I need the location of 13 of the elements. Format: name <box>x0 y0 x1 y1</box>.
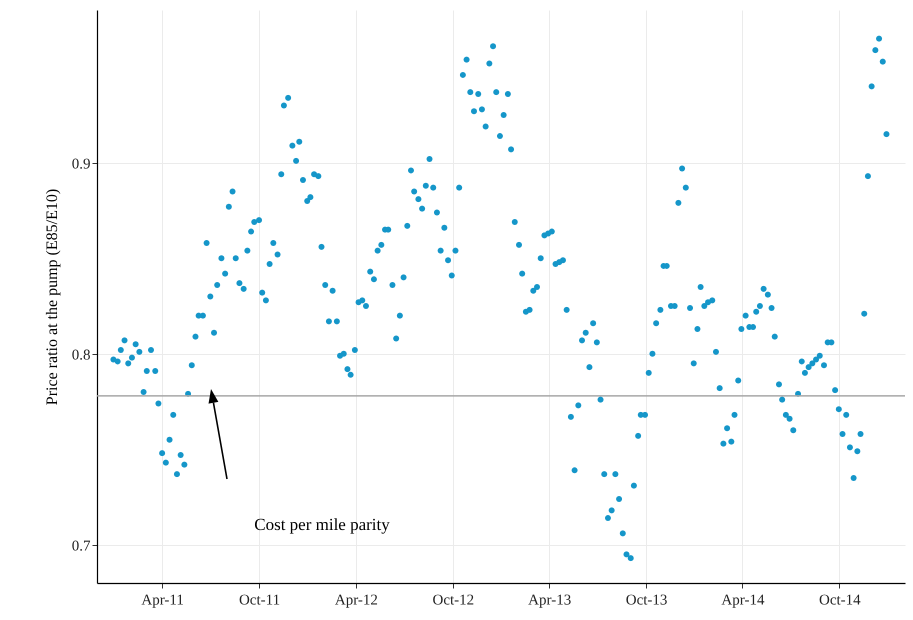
y-tick-label: 0.9 <box>72 156 90 172</box>
x-tick-label: Apr-12 <box>334 592 378 608</box>
x-tick-label: Oct-14 <box>819 592 862 608</box>
y-axis-title: Price ratio at the pump (E85/E10) <box>44 188 61 406</box>
x-tick-label: Apr-13 <box>528 592 572 608</box>
x-tick-label: Oct-11 <box>238 592 280 608</box>
y-tick-label: 0.7 <box>72 538 91 554</box>
x-tick-label: Oct-13 <box>626 592 668 608</box>
x-tick-label: Apr-14 <box>721 592 765 608</box>
annotation: Cost per mile parity <box>254 515 390 534</box>
x-tick-label: Oct-12 <box>432 592 474 608</box>
x-tick-label: Apr-11 <box>141 592 184 608</box>
y-tick-label: 0.8 <box>72 347 90 364</box>
